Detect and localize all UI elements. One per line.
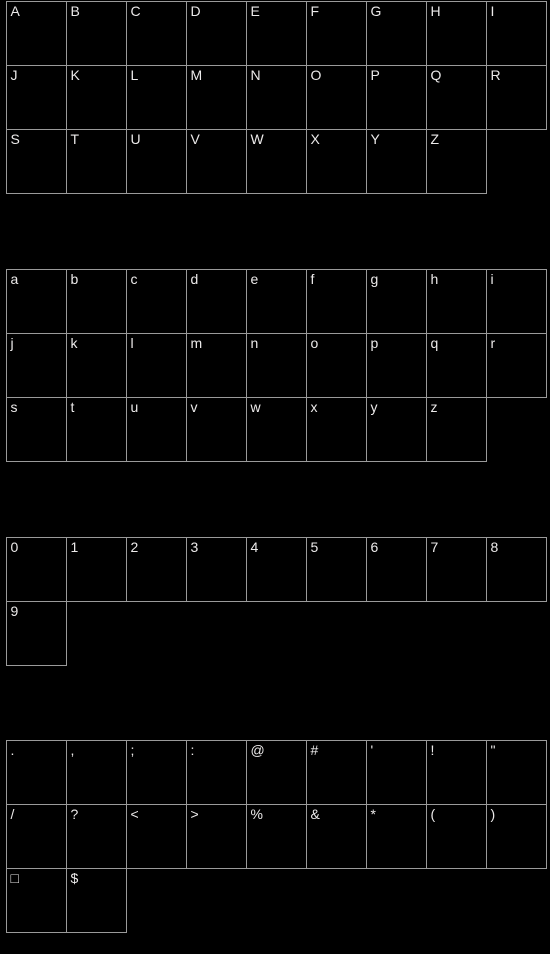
lowercase-section: abcdefghi jklmnopqr stuvwxyz: [6, 269, 546, 461]
glyph-cell: 8: [486, 537, 547, 602]
glyph-cell: e: [246, 269, 307, 334]
glyph-cell: W: [246, 129, 307, 194]
glyph-cell: o: [306, 333, 367, 398]
glyph-cell: 1: [66, 537, 127, 602]
lowercase-grid: abcdefghi jklmnopqr stuvwxyz: [6, 269, 546, 461]
glyph-cell: P: [366, 65, 427, 130]
digits-grid: 012345678 9: [6, 537, 546, 665]
glyph-cell: a: [6, 269, 67, 334]
glyph-cell: t: [66, 397, 127, 462]
glyph-cell: y: [366, 397, 427, 462]
glyph-cell: Y: [366, 129, 427, 194]
glyph-cell: k: [66, 333, 127, 398]
glyph-cell: 2: [126, 537, 187, 602]
glyph-cell: c: [126, 269, 187, 334]
glyph-cell: #: [306, 740, 367, 805]
glyph-cell: F: [306, 1, 367, 66]
glyph-cell: v: [186, 397, 247, 462]
glyph-cell: q: [426, 333, 487, 398]
glyph-cell: p: [366, 333, 427, 398]
glyph-cell: 4: [246, 537, 307, 602]
glyph-cell: 5: [306, 537, 367, 602]
glyph-cell: ?: [66, 804, 127, 869]
glyph-cell: u: [126, 397, 187, 462]
glyph-cell: 7: [426, 537, 487, 602]
glyph-cell: x: [306, 397, 367, 462]
glyph-cell: l: [126, 333, 187, 398]
glyph-cell: m: [186, 333, 247, 398]
glyph-cell: R: [486, 65, 547, 130]
glyph-cell: .: [6, 740, 67, 805]
glyph-cell: <: [126, 804, 187, 869]
digits-section: 012345678 9: [6, 537, 546, 665]
glyph-cell: 3: [186, 537, 247, 602]
glyph-cell: H: [426, 1, 487, 66]
glyph-cell: E: [246, 1, 307, 66]
glyph-cell: 6: [366, 537, 427, 602]
glyph-cell: d: [186, 269, 247, 334]
glyph-cell: i: [486, 269, 547, 334]
glyph-cell: %: [246, 804, 307, 869]
glyph-cell: N: [246, 65, 307, 130]
glyph-cell: ;: [126, 740, 187, 805]
glyph-cell: g: [366, 269, 427, 334]
uppercase-section: ABCDEFGHI JKLMNOPQR STUVWXYZ: [6, 1, 546, 193]
glyph-cell: b: [66, 269, 127, 334]
glyph-cell: f: [306, 269, 367, 334]
glyph-cell: 9: [6, 601, 67, 666]
glyph-cell: @: [246, 740, 307, 805]
glyph-cell: (: [426, 804, 487, 869]
glyph-cell: j: [6, 333, 67, 398]
glyph-cell: X: [306, 129, 367, 194]
glyph-cell: s: [6, 397, 67, 462]
glyph-cell: C: [126, 1, 187, 66]
glyph-cell: 0: [6, 537, 67, 602]
glyph-cell: z: [426, 397, 487, 462]
glyph-cell: V: [186, 129, 247, 194]
glyph-cell: B: [66, 1, 127, 66]
glyph-cell: T: [66, 129, 127, 194]
glyph-cell: Z: [426, 129, 487, 194]
glyph-cell: D: [186, 1, 247, 66]
glyph-cell: J: [6, 65, 67, 130]
glyph-cell: ': [366, 740, 427, 805]
glyph-cell: $: [66, 868, 127, 933]
glyph-cell: U: [126, 129, 187, 194]
glyph-cell: n: [246, 333, 307, 398]
glyph-cell: !: [426, 740, 487, 805]
glyph-cell: ": [486, 740, 547, 805]
glyph-cell: L: [126, 65, 187, 130]
glyph-cell: M: [186, 65, 247, 130]
symbols-section: .,;:@#'!" /?<>%&*() □$: [6, 740, 546, 932]
glyph-cell: w: [246, 397, 307, 462]
glyph-cell: □: [6, 868, 67, 933]
glyph-cell: S: [6, 129, 67, 194]
glyph-cell: A: [6, 1, 67, 66]
glyph-cell: Q: [426, 65, 487, 130]
glyph-cell: G: [366, 1, 427, 66]
glyph-cell: /: [6, 804, 67, 869]
glyph-cell: O: [306, 65, 367, 130]
glyph-cell: &: [306, 804, 367, 869]
glyph-cell: h: [426, 269, 487, 334]
glyph-cell: ,: [66, 740, 127, 805]
glyph-cell: :: [186, 740, 247, 805]
glyph-cell: >: [186, 804, 247, 869]
symbols-grid: .,;:@#'!" /?<>%&*() □$: [6, 740, 546, 932]
glyph-cell: ): [486, 804, 547, 869]
uppercase-grid: ABCDEFGHI JKLMNOPQR STUVWXYZ: [6, 1, 546, 193]
glyph-cell: K: [66, 65, 127, 130]
glyph-cell: r: [486, 333, 547, 398]
glyph-cell: I: [486, 1, 547, 66]
glyph-cell: *: [366, 804, 427, 869]
